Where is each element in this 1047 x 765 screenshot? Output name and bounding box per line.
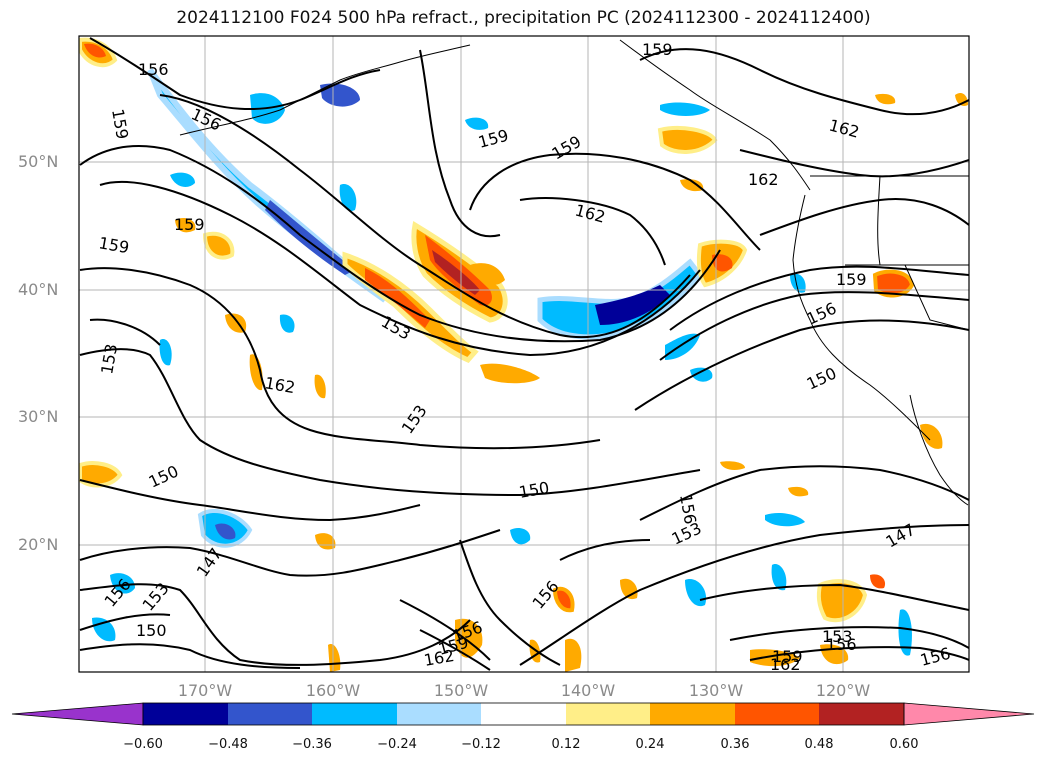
colorbar-tick: 0.60 (889, 737, 919, 752)
colorbar-tick: 0.48 (804, 737, 834, 752)
coastlines (179, 39, 969, 506)
lon-label: 170°W (177, 681, 233, 700)
colorbar-segment (143, 703, 228, 725)
lon-label: 120°W (815, 681, 871, 700)
contour-label: 159 (772, 647, 803, 666)
colorbar-extend-low (11, 702, 144, 726)
colorbar-tick: −0.60 (123, 737, 163, 752)
contour-label: 159 (836, 270, 867, 289)
contour-label: 159 (174, 215, 205, 234)
contour-label: 159 (642, 40, 673, 59)
colorbar-segment (650, 703, 735, 725)
colorbar-tick: 0.24 (635, 737, 665, 752)
colorbar-segment (312, 703, 397, 725)
colorbar-tick: −0.48 (208, 737, 248, 752)
colorbar-segment (228, 703, 312, 725)
colorbar-segment (566, 703, 650, 725)
lon-label: 160°W (305, 681, 361, 700)
lon-label: 150°W (433, 681, 489, 700)
colorbar-segment (397, 703, 481, 725)
colorbar-tick: −0.24 (377, 737, 417, 752)
lat-label: 40°N (18, 280, 59, 299)
colorbar-tick: −0.12 (461, 737, 501, 752)
contour-label: 150 (136, 621, 167, 640)
colorbar (11, 702, 1035, 726)
lon-label: 130°W (688, 681, 744, 700)
colorbar-tick: 0.12 (551, 737, 581, 752)
map-area: 156 159 156 159 162 159 159 162 162 159 … (79, 36, 969, 674)
refractivity-contours (79, 37, 969, 671)
colorbar-extend-high (903, 702, 1035, 726)
lat-label: 50°N (18, 152, 59, 171)
graticule (79, 36, 969, 672)
lat-label: 20°N (18, 535, 59, 554)
colorbar-tick: 0.36 (720, 737, 750, 752)
contour-label: 156 (826, 635, 857, 654)
colorbar-segment (819, 703, 904, 725)
colorbar-tick: −0.36 (292, 737, 332, 752)
lat-label: 30°N (18, 407, 59, 426)
colorbar-segment (481, 703, 566, 725)
lon-label: 140°W (560, 681, 616, 700)
contour-label: 162 (770, 655, 801, 674)
contour-label: 162 (748, 170, 779, 189)
contour-label: 153 (822, 627, 853, 646)
colorbar-segment (735, 703, 819, 725)
contour-label: 156 (138, 60, 169, 79)
map-title: 2024112100 F024 500 hPa refract., precip… (176, 8, 871, 28)
map-frame (78, 35, 970, 673)
